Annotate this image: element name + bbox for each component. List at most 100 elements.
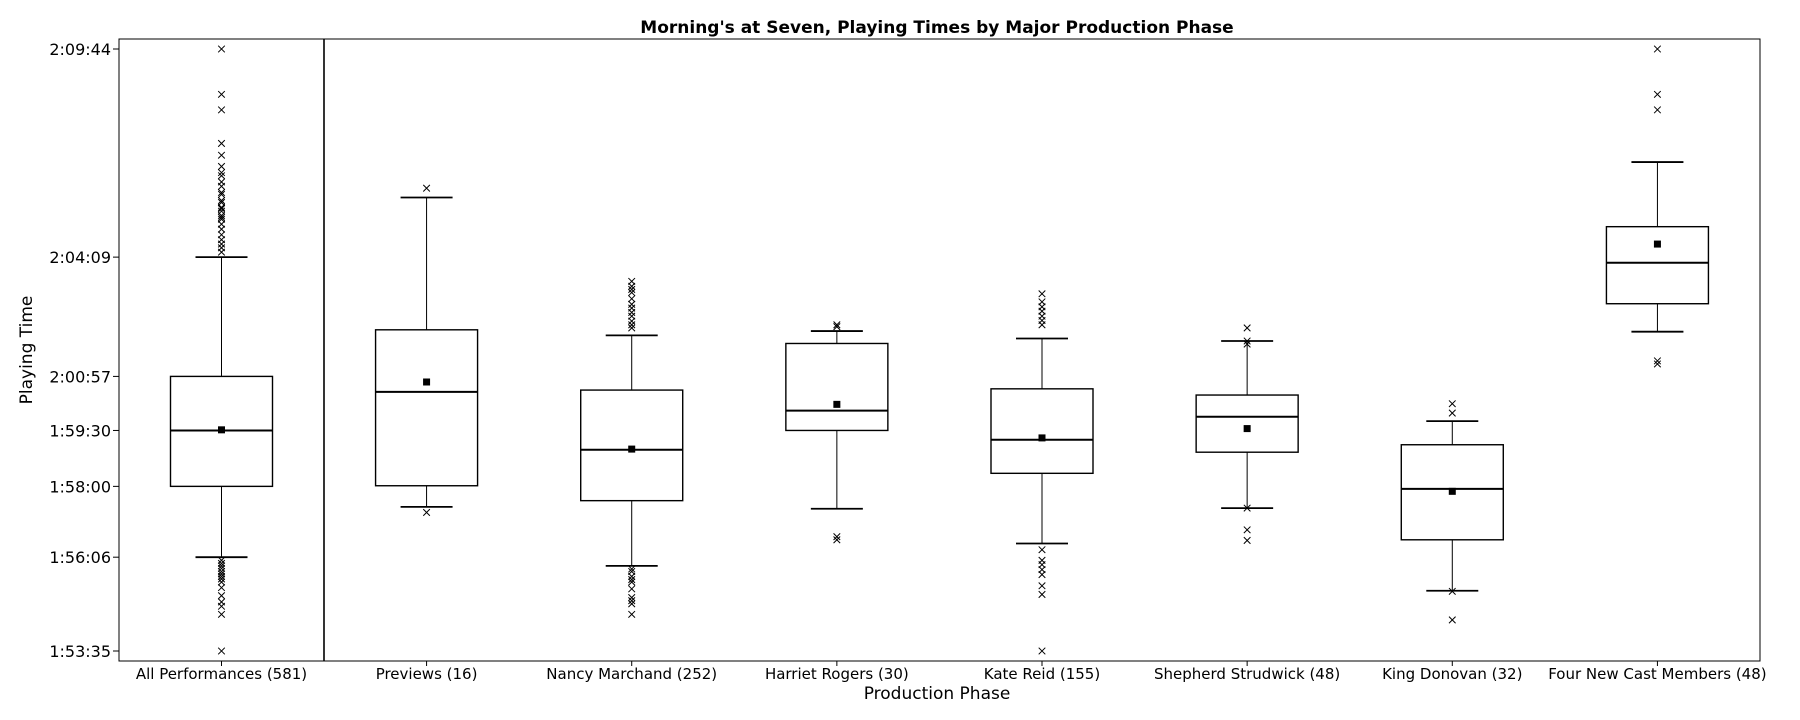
outlier-marker [217, 240, 226, 248]
outlier-marker [217, 562, 226, 570]
category-label: Previews (16) [376, 665, 478, 683]
iqr-box [580, 389, 684, 502]
outlier-marker [628, 565, 636, 573]
outlier-marker [628, 575, 636, 584]
outlier-marker [1038, 290, 1046, 298]
outlier-marker [1038, 321, 1046, 329]
outlier-marker [833, 323, 841, 331]
outlier-marker [217, 151, 226, 159]
outlier-marker [628, 593, 636, 602]
outlier-marker [1038, 590, 1046, 599]
category-label: Harriet Rogers (30) [765, 665, 909, 683]
outlier-marker [628, 295, 636, 303]
chart-title: Morning's at Seven, Playing Times by Maj… [640, 18, 1233, 38]
mean-marker [218, 426, 225, 434]
outlier-marker [217, 583, 226, 592]
outlier-marker [1243, 324, 1251, 332]
outlier-marker [217, 190, 226, 199]
iqr-box [785, 342, 889, 432]
outlier-marker [833, 321, 841, 329]
outlier-marker [217, 592, 226, 600]
outlier-marker [628, 578, 636, 586]
outlier-marker [217, 139, 226, 148]
y-tick-label: 2:04:09 [49, 248, 111, 267]
outlier-marker [1243, 340, 1251, 348]
y-tick-label: 1:58:00 [49, 477, 111, 496]
outlier-marker [217, 196, 226, 205]
outlier-marker [1038, 546, 1046, 554]
outlier-marker [628, 597, 636, 605]
y-axis-label: Playing Time [17, 296, 37, 405]
outlier-marker [1243, 526, 1251, 534]
outlier-marker [628, 300, 636, 308]
outlier-marker [422, 508, 431, 517]
outlier-marker [628, 308, 636, 317]
outlier-marker [1243, 337, 1251, 345]
outlier-marker [217, 188, 226, 197]
outlier-marker [1653, 360, 1662, 368]
outlier-marker [1653, 357, 1662, 365]
y-tick-label: 1:53:35 [49, 642, 111, 661]
mean-marker [1448, 487, 1456, 495]
mean-marker [833, 400, 841, 408]
outlier-marker [217, 162, 226, 171]
outlier-marker [217, 213, 226, 222]
outlier-marker [1448, 409, 1456, 417]
outlier-marker [628, 324, 636, 332]
outlier-marker [1448, 616, 1456, 624]
outlier-marker [217, 647, 226, 655]
outlier-marker [217, 248, 226, 256]
x-axis-label: Production Phase [864, 684, 1011, 704]
outlier-marker [1038, 570, 1046, 579]
y-tick-label: 2:00:57 [49, 367, 111, 386]
outlier-marker [217, 578, 226, 586]
outlier-marker [833, 533, 841, 541]
outlier-marker [217, 225, 226, 233]
outlier-marker [628, 585, 636, 593]
outlier-marker [628, 317, 636, 325]
outlier-marker [833, 536, 841, 544]
outlier-marker [217, 90, 226, 99]
outlier-marker [1653, 106, 1662, 114]
y-tick-label: 2:09:44 [49, 40, 111, 59]
outlier-marker [1038, 582, 1046, 590]
outlier-marker [628, 600, 636, 608]
outlier-marker [217, 172, 226, 180]
iqr-box [374, 329, 479, 487]
category-label: Nancy Marchand (252) [546, 665, 717, 683]
outlier-marker [422, 184, 431, 192]
mean-marker [423, 378, 431, 386]
outlier-marker [1653, 45, 1662, 53]
outlier-marker [1243, 504, 1251, 512]
outlier-marker [1448, 400, 1456, 408]
iqr-box [1400, 444, 1504, 541]
outlier-marker [217, 45, 226, 53]
outlier-marker [628, 610, 636, 618]
outlier-marker [628, 288, 636, 297]
outlier-marker [217, 602, 226, 610]
category-label: Kate Reid (155) [984, 665, 1100, 683]
y-tick-label: 1:59:30 [49, 421, 111, 440]
category-label: All Performances (581) [136, 665, 307, 683]
category-label: Four New Cast Members (48) [1548, 665, 1766, 683]
outlier-marker [217, 182, 226, 190]
outlier-marker [1448, 587, 1456, 596]
outlier-marker [217, 610, 226, 618]
iqr-box [990, 388, 1094, 475]
category-label: Shepherd Strudwick (48) [1154, 665, 1340, 683]
outlier-marker [217, 575, 226, 583]
iqr-box [1195, 394, 1299, 453]
outlier-marker [1653, 90, 1662, 99]
outlier-marker [628, 572, 636, 581]
outlier-marker [217, 203, 226, 212]
mean-marker [1653, 240, 1661, 248]
mean-marker [628, 445, 636, 453]
outlier-marker [628, 282, 636, 290]
outlier-marker [217, 556, 226, 564]
outlier-marker [1038, 647, 1046, 655]
category-label: King Donovan (32) [1382, 665, 1522, 683]
outlier-marker [217, 572, 226, 581]
outlier-marker [217, 205, 226, 213]
axes-frame [118, 38, 1761, 662]
